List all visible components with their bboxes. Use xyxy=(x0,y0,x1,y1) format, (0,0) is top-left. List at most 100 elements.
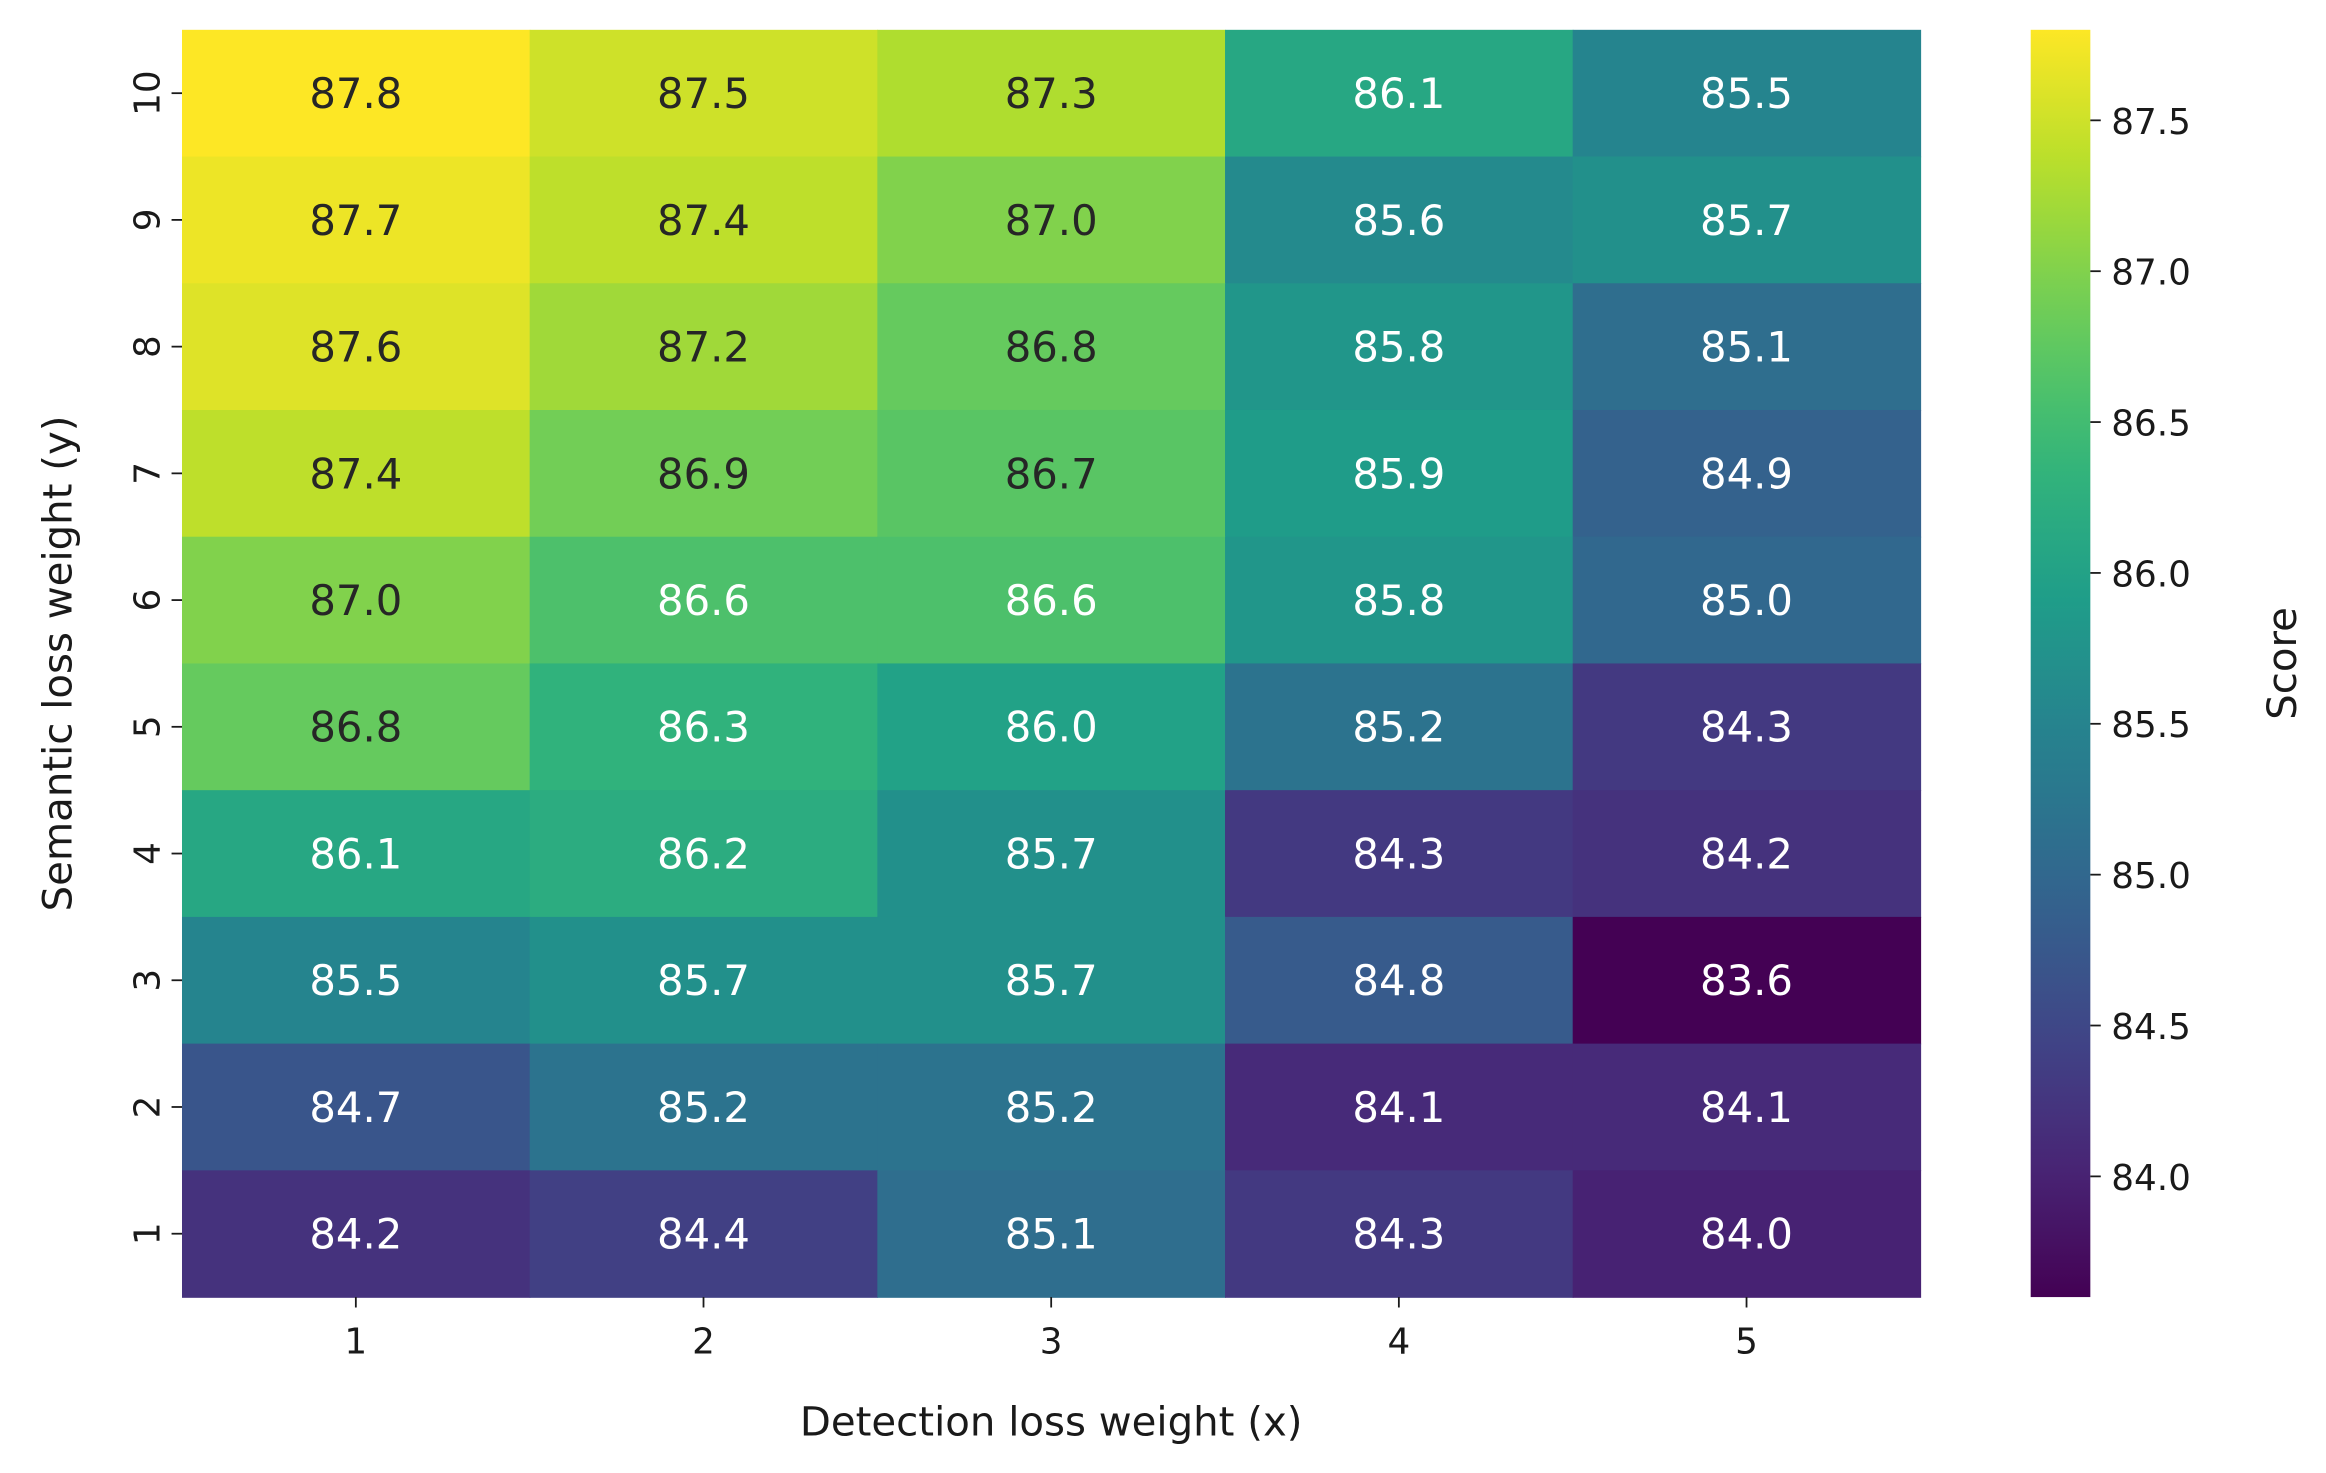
heatmap-cell xyxy=(181,536,531,665)
cell-label: 85.1 xyxy=(1005,1210,1098,1259)
heatmap-cell xyxy=(181,1043,531,1172)
cell-label: 84.4 xyxy=(657,1210,750,1259)
x-tick-label: 2 xyxy=(692,1322,715,1363)
colorbar xyxy=(2030,29,2091,1298)
cell-label: 87.0 xyxy=(309,576,402,625)
cell-label: 85.2 xyxy=(657,1083,750,1132)
cell-label: 84.1 xyxy=(1700,1083,1793,1132)
heatmap-cell xyxy=(1225,1170,1574,1298)
y-tick-label: 4 xyxy=(128,842,169,865)
colorbar-tick-label: 84.5 xyxy=(2111,1007,2191,1048)
cell-label: 87.3 xyxy=(1005,69,1098,118)
heatmap-cell xyxy=(181,283,531,411)
cell-label: 85.7 xyxy=(1700,196,1793,245)
cell-label: 86.1 xyxy=(309,829,402,878)
x-tick-label: 4 xyxy=(1387,1322,1410,1363)
cell-label: 84.3 xyxy=(1352,829,1445,878)
cell-label: 86.9 xyxy=(657,449,750,498)
cell-label: 85.9 xyxy=(1352,449,1445,498)
cell-label: 84.9 xyxy=(1700,449,1793,498)
heatmap-cell xyxy=(529,283,879,411)
colorbar-tick-label: 86.0 xyxy=(2111,554,2191,595)
cell-label: 87.5 xyxy=(657,69,750,118)
heatmap-cell xyxy=(529,1170,879,1298)
x-tick-label: 1 xyxy=(344,1322,367,1363)
heatmap-cell xyxy=(1572,283,1922,411)
colorbar-tick-label: 85.5 xyxy=(2111,705,2191,746)
heatmap-cell xyxy=(529,409,879,538)
cell-label: 85.8 xyxy=(1352,323,1445,372)
heatmap-cell xyxy=(1225,283,1574,411)
cell-label: 84.3 xyxy=(1352,1210,1445,1259)
colorbar-tick-label: 86.5 xyxy=(2111,403,2191,444)
heatmap-cell xyxy=(1225,29,1574,158)
cell-label: 86.0 xyxy=(1005,703,1098,752)
heatmap-cell xyxy=(1572,790,1922,918)
y-tick-label: 2 xyxy=(128,1096,169,1119)
cell-label: 85.1 xyxy=(1700,323,1793,372)
cell-label: 84.3 xyxy=(1700,703,1793,752)
cell-label: 87.0 xyxy=(1005,196,1098,245)
heatmap-cell xyxy=(1572,156,1922,285)
cell-label: 87.6 xyxy=(309,323,402,372)
heatmap-cell xyxy=(529,1043,879,1172)
y-tick-label: 7 xyxy=(128,462,169,485)
heatmap-cell xyxy=(877,409,1226,538)
heatmap-cell xyxy=(529,790,879,918)
cell-label: 86.6 xyxy=(657,576,750,625)
heatmap-cell xyxy=(1572,1043,1922,1172)
cell-label: 86.2 xyxy=(657,829,750,878)
cell-label: 84.1 xyxy=(1352,1083,1445,1132)
heatmap-cell xyxy=(1225,1043,1574,1172)
cell-label: 86.8 xyxy=(309,703,402,752)
colorbar-tick-label: 87.0 xyxy=(2111,253,2191,294)
cell-label: 84.8 xyxy=(1352,956,1445,1005)
cell-label: 85.8 xyxy=(1352,576,1445,625)
heatmap-cell xyxy=(529,916,879,1045)
heatmap-cell xyxy=(1572,663,1922,791)
cell-label: 84.2 xyxy=(309,1210,402,1259)
heatmap-cell xyxy=(1225,536,1574,665)
cell-label: 86.8 xyxy=(1005,323,1098,372)
x-tick-label: 5 xyxy=(1735,1322,1758,1363)
cell-label: 87.4 xyxy=(657,196,750,245)
heatmap-cell xyxy=(1225,409,1574,538)
heatmap-cell xyxy=(181,663,531,791)
y-tick-label: 3 xyxy=(128,969,169,992)
heatmap-cell xyxy=(529,663,879,791)
heatmap-cell xyxy=(877,916,1226,1045)
cell-label: 87.8 xyxy=(309,69,402,118)
heatmap-cell xyxy=(181,1170,531,1298)
heatmap-cell xyxy=(1572,1170,1922,1298)
cell-label: 85.2 xyxy=(1005,1083,1098,1132)
cell-label: 85.5 xyxy=(1700,69,1793,118)
y-tick-label: 6 xyxy=(128,589,169,612)
heatmap-cell xyxy=(181,409,531,538)
heatmap-cell xyxy=(1225,916,1574,1045)
x-axis-ticks: 1 2 3 4 5 xyxy=(344,1297,1758,1363)
heatmap-cell xyxy=(181,916,531,1045)
cell-label: 87.4 xyxy=(309,449,402,498)
y-axis-label: Semantic loss weight (y) xyxy=(36,416,82,912)
colorbar-tick-label: 84.0 xyxy=(2111,1158,2191,1199)
colorbar-tick-label: 85.0 xyxy=(2111,856,2191,897)
colorbar-label: Score xyxy=(2260,607,2306,720)
cell-label: 86.3 xyxy=(657,703,750,752)
heatmap-cells: 87.8 87.5 87.3 86.1 85.5 87.7 87.4 87.0 85.6 85.7… xyxy=(181,29,1922,1298)
heatmap-cell xyxy=(877,663,1226,791)
heatmap-cell xyxy=(1225,663,1574,791)
y-tick-label: 10 xyxy=(128,70,169,116)
heatmap-cell xyxy=(1225,790,1574,918)
cell-label: 84.7 xyxy=(309,1083,402,1132)
cell-label: 85.7 xyxy=(1005,956,1098,1005)
heatmap-cell xyxy=(1572,916,1922,1045)
cell-label: 86.6 xyxy=(1005,576,1098,625)
y-tick-label: 8 xyxy=(128,335,169,358)
heatmap-cell xyxy=(1225,156,1574,285)
x-axis-label: Detection loss weight (x) xyxy=(800,1400,1303,1446)
cell-label: 85.2 xyxy=(1352,703,1445,752)
heatmap-cell xyxy=(529,156,879,285)
heatmap-cell xyxy=(877,790,1226,918)
cell-label: 83.6 xyxy=(1700,956,1793,1005)
